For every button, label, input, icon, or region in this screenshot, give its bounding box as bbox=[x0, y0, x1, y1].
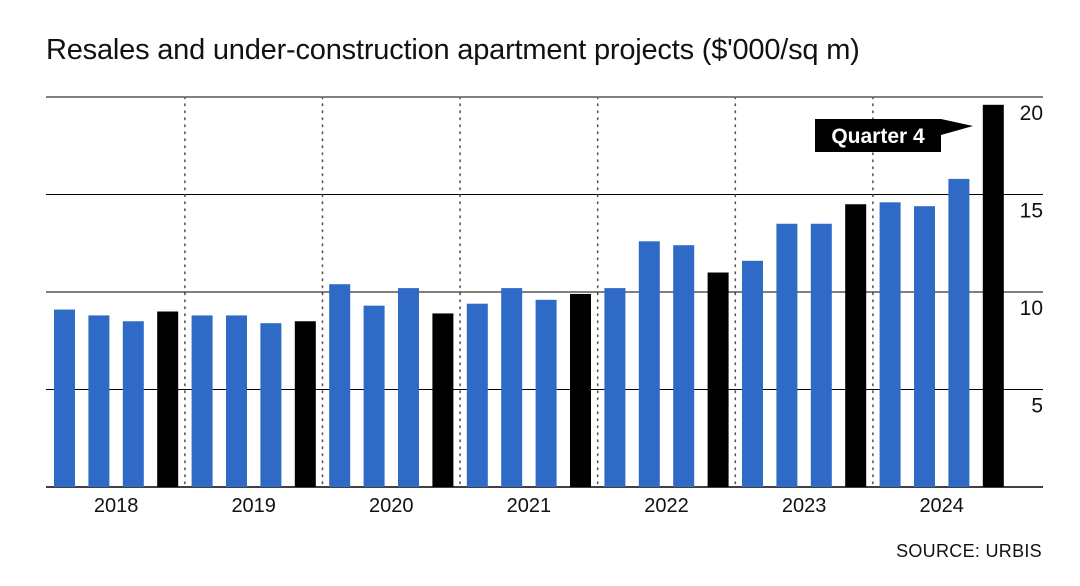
bar bbox=[673, 245, 695, 487]
bar-quarter4 bbox=[845, 204, 867, 487]
x-tick-label: 2023 bbox=[782, 495, 827, 517]
bar bbox=[879, 202, 901, 488]
bar bbox=[329, 284, 351, 487]
y-tick-label: 20 bbox=[1020, 102, 1043, 125]
bar bbox=[501, 288, 523, 487]
y-tick-label: 15 bbox=[1020, 200, 1043, 223]
x-tick-label: 2022 bbox=[644, 495, 689, 517]
bar bbox=[604, 288, 626, 487]
x-tick-labels: 2018 2019 2020 2021 2022 2023 2024 bbox=[94, 495, 964, 517]
bar bbox=[742, 260, 763, 487]
bar bbox=[776, 223, 798, 487]
bar bbox=[88, 315, 110, 487]
bars bbox=[54, 104, 1004, 488]
chart-title: Resales and under-construction apartment… bbox=[46, 34, 860, 66]
bar-quarter4 bbox=[157, 311, 179, 487]
bar bbox=[398, 288, 419, 487]
x-tick-label: 2020 bbox=[369, 495, 414, 517]
bar-quarter4 bbox=[570, 293, 591, 487]
y-tick-labels: 5 10 15 20 bbox=[1020, 102, 1043, 418]
bar-quarter4 bbox=[294, 321, 316, 487]
bar-quarter4 bbox=[707, 272, 729, 487]
x-tick-label: 2021 bbox=[507, 495, 552, 517]
bar bbox=[122, 321, 144, 487]
x-tick-label: 2019 bbox=[231, 495, 276, 517]
callout-label: Quarter 4 bbox=[831, 125, 925, 148]
bar bbox=[191, 315, 213, 487]
x-tick-label: 2018 bbox=[94, 495, 139, 517]
source-note: SOURCE: URBIS bbox=[896, 541, 1042, 561]
bar bbox=[260, 323, 282, 487]
x-tick-label: 2024 bbox=[919, 495, 964, 517]
bar bbox=[363, 305, 385, 487]
bar bbox=[466, 303, 488, 487]
bar-quarter4 bbox=[982, 104, 1004, 488]
year-separators bbox=[184, 96, 874, 488]
callout-box bbox=[815, 119, 973, 152]
bar bbox=[810, 223, 832, 487]
bar bbox=[54, 309, 75, 487]
y-tick-label: 5 bbox=[1031, 395, 1043, 418]
bar bbox=[535, 299, 557, 487]
bar-quarter4 bbox=[432, 313, 454, 487]
bar bbox=[914, 206, 935, 487]
bar bbox=[638, 241, 660, 487]
bar bbox=[226, 315, 247, 487]
quarter4-annotation: Quarter 4 bbox=[815, 119, 973, 152]
y-tick-label: 10 bbox=[1020, 297, 1043, 320]
bar bbox=[948, 178, 970, 487]
